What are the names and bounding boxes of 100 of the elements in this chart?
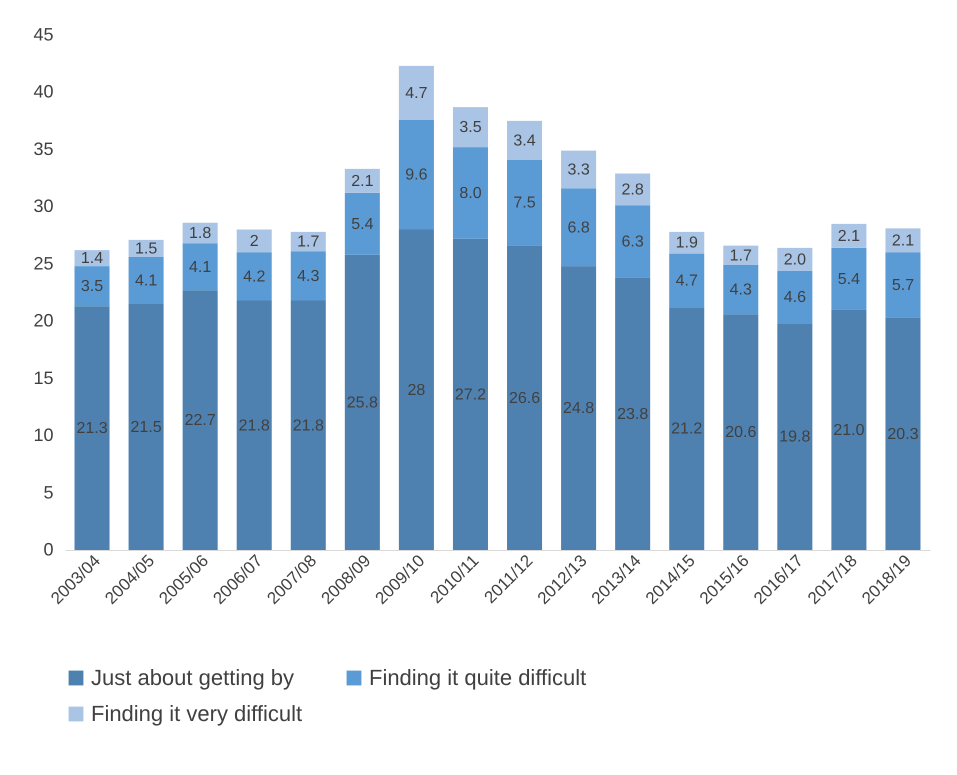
y-tick-label: 30	[33, 196, 54, 216]
y-tick-label: 20	[33, 310, 54, 331]
bar	[398, 66, 434, 120]
data-label: 8.0	[459, 184, 482, 202]
data-label: 1.7	[730, 247, 752, 264]
bar	[344, 168, 380, 193]
data-label: 6.8	[567, 219, 590, 236]
data-label: 20.3	[887, 426, 919, 443]
bar	[236, 252, 272, 301]
bar	[398, 230, 434, 550]
data-label: 2.1	[892, 232, 914, 250]
bar	[398, 120, 434, 230]
data-label: 21.5	[130, 418, 162, 436]
data-label: 4.2	[243, 268, 266, 286]
bar	[777, 270, 812, 324]
data-label: 5.4	[351, 216, 374, 233]
bar	[615, 278, 650, 550]
data-label: 4.3	[297, 268, 320, 285]
bar	[344, 254, 380, 550]
bar	[885, 318, 920, 550]
bar	[236, 300, 272, 550]
data-label: 21.8	[238, 417, 270, 434]
data-label: 2.1	[351, 172, 374, 190]
bar	[128, 257, 164, 304]
bar	[182, 290, 218, 550]
bar	[452, 107, 488, 148]
y-tick-label: 25	[33, 253, 54, 274]
y-tick-label: 10	[33, 425, 54, 446]
y-tick-label: 35	[33, 138, 54, 159]
data-label: 3.4	[513, 132, 536, 150]
bar	[74, 306, 110, 550]
bar	[128, 304, 164, 550]
bar	[507, 120, 542, 160]
data-label: 26.6	[508, 390, 540, 407]
bar	[615, 206, 650, 278]
bar	[885, 252, 920, 318]
data-label: 21.3	[76, 420, 108, 438]
data-label: 4.1	[134, 272, 158, 290]
data-label: 3.5	[80, 278, 104, 296]
bar	[561, 150, 596, 188]
data-label: 3.3	[567, 161, 590, 178]
bar	[182, 243, 218, 290]
data-label: 4.6	[784, 289, 806, 306]
bar	[723, 246, 758, 266]
data-label: 4.7	[676, 272, 698, 290]
bar	[344, 192, 380, 255]
data-label: 1.4	[80, 250, 104, 268]
data-label: 24.8	[563, 400, 594, 418]
data-label: 5.4	[838, 270, 860, 288]
data-label: 6.3	[622, 234, 644, 251]
data-label: 23.8	[617, 406, 648, 423]
data-label: 2.0	[784, 251, 806, 268]
data-label: 2.1	[838, 228, 860, 245]
bar	[507, 160, 542, 246]
bar	[452, 238, 488, 550]
y-tick-label: 40	[33, 82, 54, 102]
bar	[290, 251, 326, 301]
bar	[885, 228, 920, 252]
bar	[669, 254, 704, 308]
data-label: 7.5	[513, 194, 536, 212]
bar	[669, 307, 704, 550]
data-label: 22.7	[184, 412, 216, 430]
data-label: 21.8	[292, 417, 324, 434]
bar	[74, 266, 110, 306]
bar	[777, 323, 812, 550]
bar	[236, 230, 272, 252]
legend-label: Just about getting by	[91, 665, 294, 690]
legend-label: Finding it quite difficult	[369, 665, 586, 690]
bar	[615, 173, 650, 206]
data-label: 25.8	[346, 394, 378, 412]
data-label: 4.1	[189, 258, 212, 276]
bar	[290, 232, 326, 252]
data-label: 20.6	[725, 424, 756, 442]
data-label: 1.9	[676, 234, 698, 252]
data-label: 1.5	[134, 240, 158, 258]
bar	[831, 224, 866, 248]
legend-label: Finding it very difficult	[91, 701, 302, 726]
y-tick-label: 0	[43, 540, 54, 560]
y-tick-label: 5	[43, 482, 54, 502]
data-label: 19.8	[779, 428, 811, 446]
data-label: 4.7	[405, 84, 428, 102]
data-label: 5.7	[892, 277, 914, 294]
data-label: 1.8	[189, 224, 212, 242]
bar	[452, 147, 488, 239]
bar	[561, 188, 596, 266]
data-label: 4.3	[730, 282, 752, 299]
data-label: 2	[250, 233, 259, 250]
bar	[290, 300, 326, 550]
data-label: 21.2	[671, 420, 702, 438]
y-tick-label: 45	[33, 24, 54, 44]
bar	[831, 248, 866, 310]
bar	[831, 310, 866, 550]
data-label: 3.5	[459, 119, 482, 136]
data-label: 9.6	[405, 166, 428, 184]
bar	[723, 265, 758, 314]
bar	[561, 266, 596, 550]
data-label: 1.7	[297, 234, 320, 251]
data-label: 21.0	[833, 422, 865, 439]
bar	[723, 314, 758, 550]
bar	[507, 246, 542, 550]
